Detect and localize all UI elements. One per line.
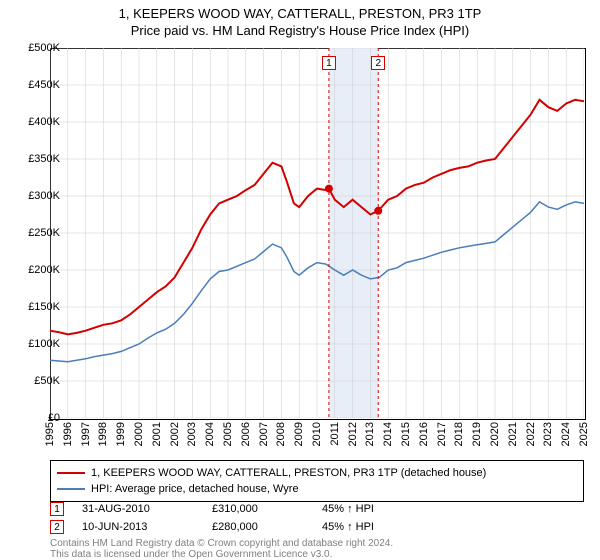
sales-pct: 45% ↑ HPI	[322, 503, 442, 515]
y-tick-label: £200K	[28, 264, 60, 276]
sales-price: £280,000	[212, 521, 322, 533]
x-tick-label: 1997	[80, 422, 92, 446]
y-tick-label: £300K	[28, 190, 60, 202]
x-tick-label: 2001	[151, 422, 163, 446]
sales-marker: 1	[50, 502, 64, 516]
legend-row: 1, KEEPERS WOOD WAY, CATTERALL, PRESTON,…	[57, 465, 577, 481]
x-tick-label: 1998	[97, 422, 109, 446]
y-tick-label: £100K	[28, 338, 60, 350]
y-tick-label: £150K	[28, 301, 60, 313]
footnote: Contains HM Land Registry data © Crown c…	[50, 538, 584, 560]
title-block: 1, KEEPERS WOOD WAY, CATTERALL, PRESTON,…	[0, 0, 600, 38]
x-tick-label: 2023	[542, 422, 554, 446]
y-tick-label: £500K	[28, 42, 60, 54]
plot-svg	[50, 48, 584, 418]
y-tick-label: £400K	[28, 116, 60, 128]
sales-marker: 2	[50, 520, 64, 534]
y-tick-label: £350K	[28, 153, 60, 165]
x-tick-label: 1995	[44, 422, 56, 446]
sale-marker-1: 1	[322, 56, 336, 70]
sales-table: 1 31-AUG-2010£310,00045% ↑ HPI 2 10-JUN-201…	[50, 500, 584, 536]
y-tick-label: £450K	[28, 79, 60, 91]
legend-swatch	[57, 488, 85, 490]
x-tick-label: 2008	[275, 422, 287, 446]
x-tick-label: 2006	[240, 422, 252, 446]
chart-area: 12	[50, 48, 584, 418]
sale-marker-2: 2	[371, 56, 385, 70]
title-line-1: 1, KEEPERS WOOD WAY, CATTERALL, PRESTON,…	[0, 6, 600, 21]
x-tick-label: 2018	[453, 422, 465, 446]
sales-date: 31-AUG-2010	[82, 503, 212, 515]
x-tick-label: 2002	[169, 422, 181, 446]
x-tick-label: 2004	[204, 422, 216, 446]
footnote-line-2: This data is licensed under the Open Gov…	[50, 549, 332, 560]
legend-swatch	[57, 472, 85, 474]
x-tick-label: 2010	[311, 422, 323, 446]
x-tick-label: 2016	[418, 422, 430, 446]
x-tick-label: 2013	[364, 422, 376, 446]
legend-label: HPI: Average price, detached house, Wyre	[91, 483, 299, 495]
chart-container: 1, KEEPERS WOOD WAY, CATTERALL, PRESTON,…	[0, 0, 600, 560]
x-tick-label: 2014	[382, 422, 394, 446]
sales-row: 1 31-AUG-2010£310,00045% ↑ HPI	[50, 500, 584, 518]
x-tick-label: 1996	[62, 422, 74, 446]
x-tick-label: 2024	[560, 422, 572, 446]
x-tick-label: 2015	[400, 422, 412, 446]
legend-row: HPI: Average price, detached house, Wyre	[57, 481, 577, 497]
sales-date: 10-JUN-2013	[82, 521, 212, 533]
x-tick-label: 2022	[525, 422, 537, 446]
legend-label: 1, KEEPERS WOOD WAY, CATTERALL, PRESTON,…	[91, 467, 486, 479]
x-tick-label: 2000	[133, 422, 145, 446]
legend-box: 1, KEEPERS WOOD WAY, CATTERALL, PRESTON,…	[50, 460, 584, 502]
x-tick-label: 2005	[222, 422, 234, 446]
x-tick-label: 2021	[507, 422, 519, 446]
x-tick-label: 1999	[115, 422, 127, 446]
x-tick-label: 2017	[436, 422, 448, 446]
x-tick-label: 2011	[329, 422, 341, 446]
y-tick-label: £50K	[34, 375, 60, 387]
sales-pct: 45% ↑ HPI	[322, 521, 442, 533]
x-tick-label: 2019	[471, 422, 483, 446]
footnote-line-1: Contains HM Land Registry data © Crown c…	[50, 538, 393, 549]
x-tick-label: 2003	[186, 422, 198, 446]
sales-row: 2 10-JUN-2013£280,00045% ↑ HPI	[50, 518, 584, 536]
y-tick-label: £250K	[28, 227, 60, 239]
x-tick-label: 2020	[489, 422, 501, 446]
x-tick-label: 2009	[293, 422, 305, 446]
x-tick-label: 2012	[347, 422, 359, 446]
x-tick-label: 2007	[258, 422, 270, 446]
title-line-2: Price paid vs. HM Land Registry's House …	[0, 23, 600, 38]
sales-price: £310,000	[212, 503, 322, 515]
x-tick-label: 2025	[578, 422, 590, 446]
